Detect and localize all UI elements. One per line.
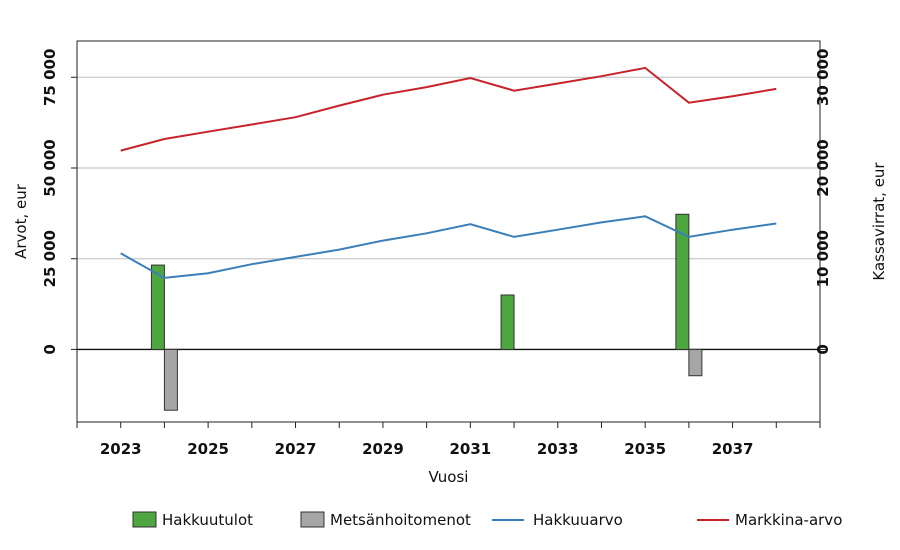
bar-metsänhoitomenot <box>688 348 703 377</box>
right-y-tick-label: 20 000 <box>814 139 832 196</box>
line-hakkuuarvo <box>120 215 777 279</box>
x-tick-label: 2029 <box>362 440 404 458</box>
x-tick-label: 2031 <box>449 440 491 458</box>
x-tick-label: 2023 <box>100 440 142 458</box>
x-axis-title: Vuosi <box>429 468 469 486</box>
legend-label-hakkuuarvo: Hakkuuarvo <box>533 511 623 529</box>
legend-swatch-hakkuutulot <box>132 511 157 528</box>
bars <box>150 213 703 411</box>
right-y-tick-label: 10 000 <box>814 230 832 287</box>
left-y-tick-label: 0 <box>41 344 59 354</box>
x-tick-label: 2037 <box>712 440 754 458</box>
legend-swatch-metsänhoitomenot <box>300 511 325 528</box>
bar-metsänhoitomenot <box>163 348 178 411</box>
right-axis-title: Kassavirrat, eur <box>870 162 888 281</box>
axes: 2023 2025 2027 2029 2031 2033 2035 2037 0 25 000 5… <box>12 49 888 486</box>
right-y-tick-label: 30 000 <box>814 49 832 106</box>
legend: Hakkuutulot Metsänhoitomenot Hakkuuarvo Mar… <box>132 511 842 529</box>
gridlines <box>77 76 820 260</box>
legend-label-markkina-arvo: Markkina-arvo <box>735 511 842 529</box>
left-y-tick-label: 75 000 <box>41 49 59 106</box>
line-markkina-arvo <box>120 66 777 152</box>
legend-label-hakkuutulot: Hakkuutulot <box>162 511 253 529</box>
bar-hakkuutulot <box>675 213 690 350</box>
right-y-tick-label: 0 <box>814 344 832 354</box>
bar-hakkuutulot <box>500 294 515 350</box>
x-tick-label: 2025 <box>187 440 229 458</box>
plot-frame <box>76 40 821 423</box>
left-axis-title: Arvot, eur <box>12 183 30 259</box>
x-tick-label: 2035 <box>624 440 666 458</box>
x-tick-label: 2033 <box>537 440 579 458</box>
lines <box>120 66 777 279</box>
x-tick-label: 2027 <box>275 440 317 458</box>
legend-label-metsänhoitomenot: Metsänhoitomenot <box>330 511 471 529</box>
bar-hakkuutulot <box>150 264 165 350</box>
left-y-tick-label: 25 000 <box>41 230 59 287</box>
left-y-tick-label: 50 000 <box>41 139 59 196</box>
